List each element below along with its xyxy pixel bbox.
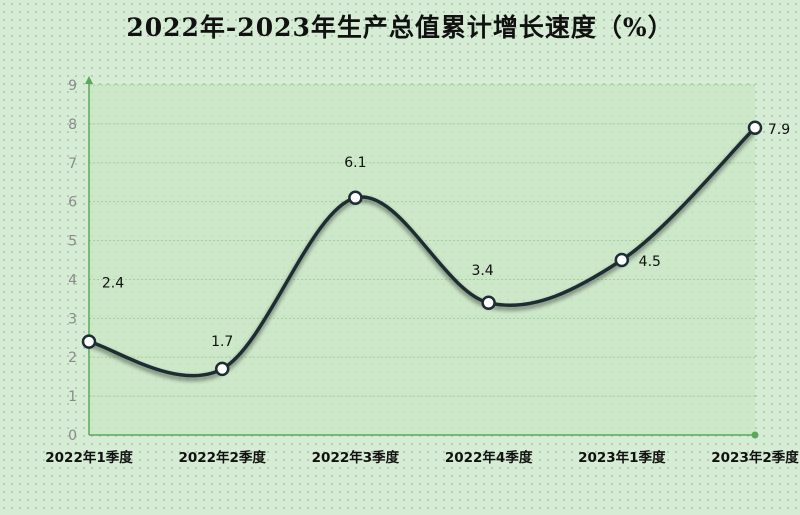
data-label: 1.7 [211,334,233,350]
chart-title: 2022年-2023年生产总值累计增长速度（%） [126,13,674,42]
data-point [81,334,97,349]
y-tick-label: 4 [68,272,77,288]
x-tick-label: 2022年1季度 [45,449,133,466]
y-tick-label: 2 [68,350,77,366]
y-tick-label: 5 [68,234,77,250]
data-point [747,120,763,136]
data-label: 6.1 [344,155,366,171]
y-tick-label: 9 [68,78,77,94]
y-axis-arrow [85,76,93,84]
data-label: 4.5 [639,254,661,270]
x-tick-label: 2023年1季度 [578,449,666,466]
y-tick-label: 7 [68,156,77,172]
x-tick-label: 2022年4季度 [445,449,533,466]
y-tick-label: 6 [68,195,77,211]
data-point [481,295,496,311]
data-label: 7.9 [768,122,790,138]
x-axis-end-dot [751,431,759,439]
y-tick-label: 1 [68,389,77,405]
x-tick-label: 2022年3季度 [312,449,400,466]
y-tick-label: 0 [68,428,77,444]
data-label: 3.4 [471,263,493,279]
data-point [614,252,630,268]
y-tick-label: 8 [68,117,77,133]
x-tick-label: 2022年2季度 [178,449,266,466]
x-tick-label: 2023年2季度 [711,449,799,466]
data-point [348,190,363,206]
data-point [214,361,230,377]
data-label: 2.4 [102,276,124,292]
y-tick-label: 3 [68,311,77,327]
